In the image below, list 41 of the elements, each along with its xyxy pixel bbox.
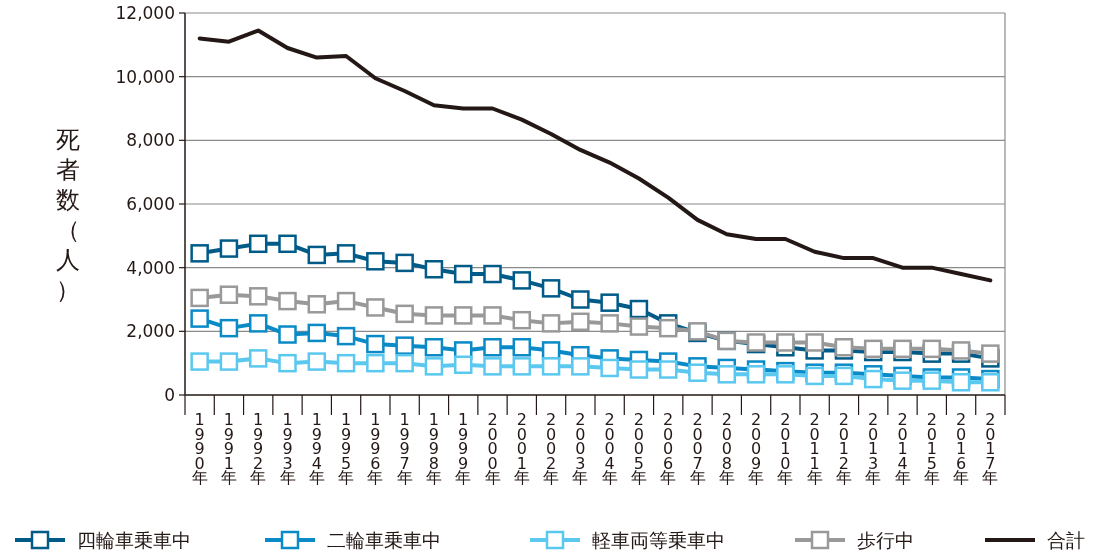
y-axis-title: 死者数（人） (56, 126, 80, 304)
x-tick-label: 2016年 (953, 410, 970, 487)
x-tick-label: 2007年 (689, 410, 706, 487)
x-tick-label: 2010年 (777, 410, 794, 487)
y-tick-label: 6,000 (126, 194, 175, 214)
x-tick-label: 1993年 (279, 410, 296, 487)
x-tick-label: 1990年 (191, 410, 208, 487)
y-tick-label: 12,000 (115, 3, 175, 23)
x-tick-label: 2005年 (630, 410, 647, 487)
x-tick-label: 2002年 (543, 410, 560, 487)
x-tick-label: 1998年 (425, 410, 442, 487)
x-tick-label: 1997年 (396, 410, 413, 487)
legend-label: 合計 (1047, 529, 1085, 551)
x-tick-label: 2015年 (923, 410, 940, 487)
x-tick-label: 2013年 (865, 410, 882, 487)
x-tick-label: 2001年 (513, 410, 530, 487)
legend-label: 歩行中 (857, 529, 914, 551)
x-tick-label: 1995年 (338, 410, 355, 487)
x-tick-label: 2017年 (982, 410, 999, 487)
y-tick-label: 10,000 (115, 66, 175, 87)
x-tick-label: 2014年 (894, 410, 911, 487)
x-tick-label: 2004年 (601, 410, 618, 487)
x-tick-label: 2009年 (748, 410, 765, 487)
legend-label: 二輪車乗車中 (327, 529, 441, 551)
x-tick-label: 2003年 (572, 410, 589, 487)
x-tick-label: 2012年 (835, 410, 852, 487)
x-tick-label: 1996年 (367, 410, 384, 487)
x-tick-label: 1999年 (455, 410, 472, 487)
x-tick-label: 1994年 (308, 410, 325, 487)
x-tick-label: 2008年 (718, 410, 735, 487)
x-tick-label: 2011年 (806, 410, 823, 487)
legend-label: 四輪車乗車中 (77, 529, 191, 551)
y-tick-label: 2,000 (126, 321, 175, 342)
x-tick-label: 1991年 (220, 410, 237, 487)
y-tick-label: 4,000 (126, 257, 175, 278)
legend-label: 軽車両等乗車中 (592, 529, 725, 551)
y-tick-label: 8,000 (126, 130, 175, 151)
x-tick-label: 2000年 (484, 410, 501, 487)
x-tick-label: 1992年 (250, 410, 267, 487)
x-tick-label: 2006年 (660, 410, 677, 487)
y-tick-label: 0 (164, 385, 175, 405)
